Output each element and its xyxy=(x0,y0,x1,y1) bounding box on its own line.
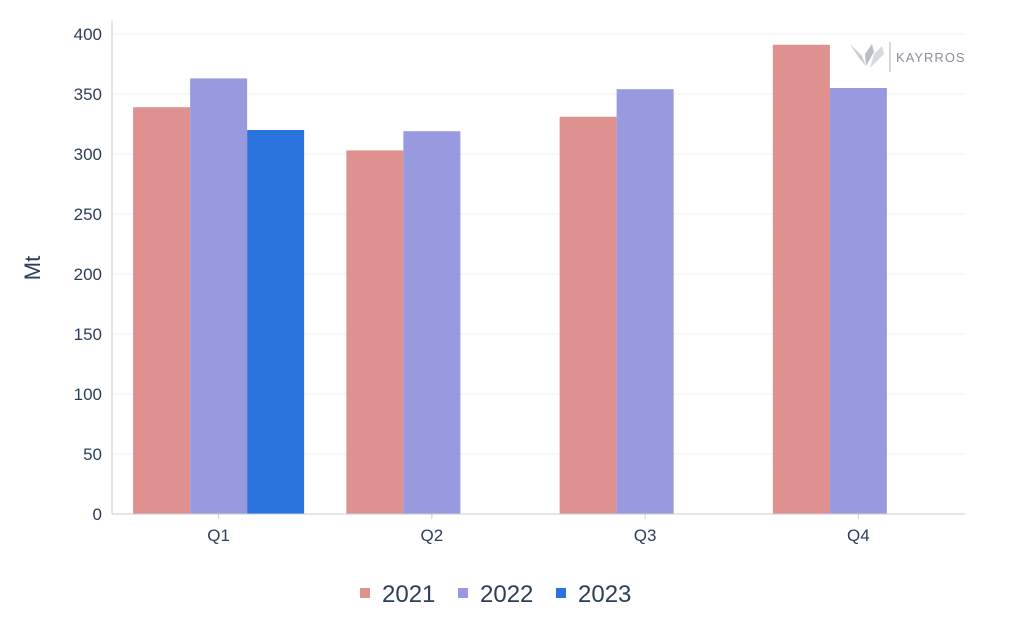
legend-item-2021[interactable]: 2021 xyxy=(360,581,435,608)
x-tick-label: Q1 xyxy=(207,526,230,545)
legend-label: 2022 xyxy=(480,581,533,608)
bar-2022-Q3[interactable] xyxy=(616,89,674,514)
y-tick-label: 350 xyxy=(74,85,102,104)
bar-2021-Q3[interactable] xyxy=(559,116,617,515)
x-tick-label: Q4 xyxy=(847,526,870,545)
y-tick-label: 300 xyxy=(74,145,102,164)
x-tick-label: Q2 xyxy=(421,526,444,545)
y-tick-label: 50 xyxy=(83,445,102,464)
bar-2023-Q1[interactable] xyxy=(247,130,305,514)
legend-swatch xyxy=(458,588,468,598)
bar-2021-Q2[interactable] xyxy=(346,150,404,514)
legend: 2021 2022 2023 xyxy=(360,581,631,608)
legend-swatch xyxy=(556,588,566,598)
bar-2021-Q4[interactable] xyxy=(772,44,830,515)
y-tick-label: 0 xyxy=(93,505,102,524)
y-tick-label: 400 xyxy=(74,25,102,44)
watermark-text: KAYRROS xyxy=(896,50,966,65)
y-tick-label: 100 xyxy=(74,385,102,404)
legend-item-2022[interactable]: 2022 xyxy=(458,581,533,608)
y-tick-label: 250 xyxy=(74,205,102,224)
legend-label: 2023 xyxy=(578,581,631,608)
y-axis-title: Mt xyxy=(20,256,45,280)
x-axis-categories: Q1 Q2 Q3 Q4 xyxy=(207,514,870,545)
bars xyxy=(133,44,887,515)
y-tick-label: 150 xyxy=(74,325,102,344)
legend-swatch xyxy=(360,588,370,598)
y-tick-label: 200 xyxy=(74,265,102,284)
bar-2022-Q2[interactable] xyxy=(403,131,461,514)
legend-label: 2021 xyxy=(382,581,435,608)
x-tick-label: Q3 xyxy=(634,526,657,545)
legend-item-2023[interactable]: 2023 xyxy=(556,581,631,608)
watermark: KAYRROS xyxy=(850,42,966,72)
bar-2022-Q1[interactable] xyxy=(190,78,248,515)
y-axis-ticks: 0 50 100 150 200 250 300 350 400 xyxy=(74,25,102,524)
bar-2022-Q4[interactable] xyxy=(829,88,887,514)
axes xyxy=(111,20,965,515)
kayrros-logo-icon xyxy=(850,42,891,72)
bar-2021-Q1[interactable] xyxy=(133,107,191,514)
